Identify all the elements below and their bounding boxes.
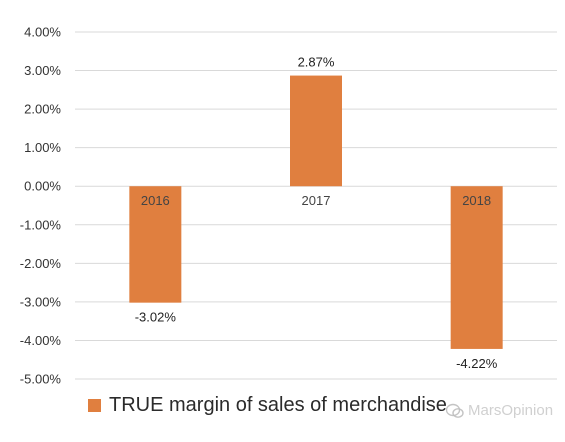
data-label: -3.02%	[135, 310, 177, 325]
data-label: -4.22%	[456, 356, 498, 371]
y-tick-label: 1.00%	[24, 140, 61, 155]
data-labels: -3.02% 2.87% -4.22%	[135, 55, 498, 371]
y-tick-label: -1.00%	[20, 217, 62, 232]
y-tick-label: -5.00%	[20, 372, 62, 387]
data-label: 2.87%	[298, 55, 335, 70]
category-label: 2017	[302, 193, 331, 208]
bar	[450, 186, 503, 349]
bars	[129, 75, 503, 349]
category-label: 2018	[462, 193, 491, 208]
y-tick-label: -4.00%	[20, 333, 62, 348]
legend: TRUE margin of sales of merchandise	[88, 394, 447, 417]
watermark: MarsOpinion	[446, 402, 553, 419]
category-label: 2016	[141, 193, 170, 208]
bar	[129, 186, 182, 303]
legend-label: TRUE margin of sales of merchandise	[109, 394, 447, 416]
y-tick-label: 4.00%	[24, 25, 61, 40]
y-axis-ticks: 4.00% 3.00% 2.00% 1.00% 0.00% -1.00% -2.00% -3.…	[20, 25, 62, 387]
watermark-text: MarsOpinion	[468, 402, 554, 419]
chat-bubble-icon	[446, 403, 464, 418]
y-tick-label: 0.00%	[24, 179, 61, 194]
y-tick-label: 3.00%	[24, 63, 61, 78]
category-labels: 2016 2017 2018	[141, 193, 491, 208]
y-tick-label: -2.00%	[20, 256, 62, 271]
legend-swatch	[88, 399, 101, 412]
y-tick-label: -3.00%	[20, 294, 62, 309]
y-tick-label: 2.00%	[24, 102, 61, 117]
bar	[290, 75, 342, 187]
